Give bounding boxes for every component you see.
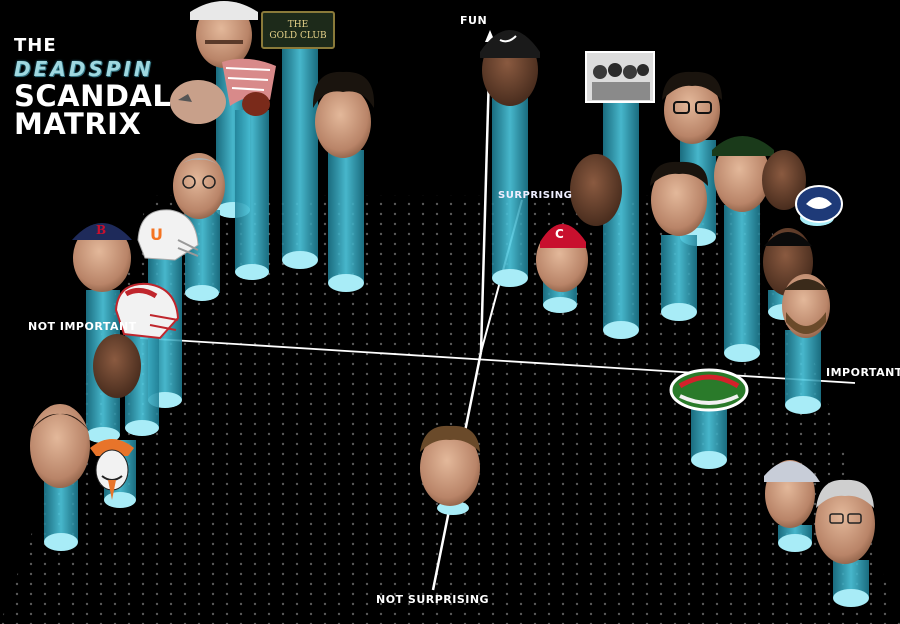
- pillar: [661, 235, 697, 321]
- curly-hair-face-icon: [312, 71, 375, 158]
- gold-club-sign-text: THE GOLD CLUB: [269, 20, 327, 41]
- football-icon: [170, 80, 226, 124]
- tiger-face-icon: [480, 30, 540, 106]
- pillar: [235, 110, 269, 280]
- reds-cap-face-icon: C: [536, 224, 588, 292]
- svg-text:B: B: [96, 223, 106, 237]
- pillar: [833, 560, 869, 607]
- pillar: [492, 95, 528, 287]
- player-face-icon: [30, 404, 90, 488]
- glasses-face-icon: [662, 71, 722, 144]
- title-line-matrix: MATRIX: [14, 107, 142, 141]
- bearded-face-icon: [782, 274, 830, 338]
- axis-label-surprising: SURPRISING: [498, 190, 573, 201]
- pillar: [785, 330, 821, 414]
- title-brand: DEADSPIN: [14, 57, 154, 81]
- penn-state-logo-icon: [795, 185, 843, 223]
- axis-label-important: IMPORTANT: [826, 366, 900, 379]
- axis-label-fun: FUN: [460, 14, 488, 27]
- man-face-icon: [762, 150, 806, 210]
- icons: THE GOLD CLUB: [30, 1, 875, 564]
- cyclist-face-icon: [420, 425, 480, 506]
- axis-label-not-surprising: NOT SURPRISING: [376, 593, 490, 606]
- league-logo-icon: [669, 368, 749, 412]
- group-photo-icon: [585, 51, 655, 103]
- matrix-title: THE DEADSPIN SCANDAL MATRIX: [14, 35, 172, 141]
- pillar: [328, 150, 364, 292]
- svg-text:U: U: [150, 225, 163, 244]
- bald-face-icon: [570, 154, 622, 226]
- commissioner-face-icon: [815, 479, 875, 564]
- title-line-the: THE: [14, 35, 57, 56]
- pillar: [282, 45, 318, 269]
- red-helmet-icon: [114, 282, 180, 340]
- player-face-icon: [712, 136, 774, 212]
- coach-face-icon: [173, 153, 225, 219]
- pillar: [724, 205, 760, 362]
- gold-club-sign-icon: THE GOLD CLUB: [261, 11, 335, 49]
- red-sox-player-face-icon: B: [72, 223, 132, 292]
- pillar: [44, 480, 78, 551]
- svg-text:C: C: [555, 227, 564, 241]
- coach-face-icon: [190, 1, 258, 68]
- pillar: [691, 405, 727, 469]
- miami-helmet-icon: U: [137, 209, 199, 261]
- title-line-scandal: SCANDAL: [14, 79, 172, 113]
- lingerie-icon: [222, 58, 276, 116]
- anchor-face-icon: [650, 161, 708, 236]
- pillar: [778, 525, 812, 552]
- axis-label-not-important: NOT IMPORTANT: [28, 320, 137, 333]
- cap-face-icon: [764, 460, 820, 528]
- cowboys-mascot-icon: [90, 439, 134, 500]
- player-face-icon: [93, 334, 141, 398]
